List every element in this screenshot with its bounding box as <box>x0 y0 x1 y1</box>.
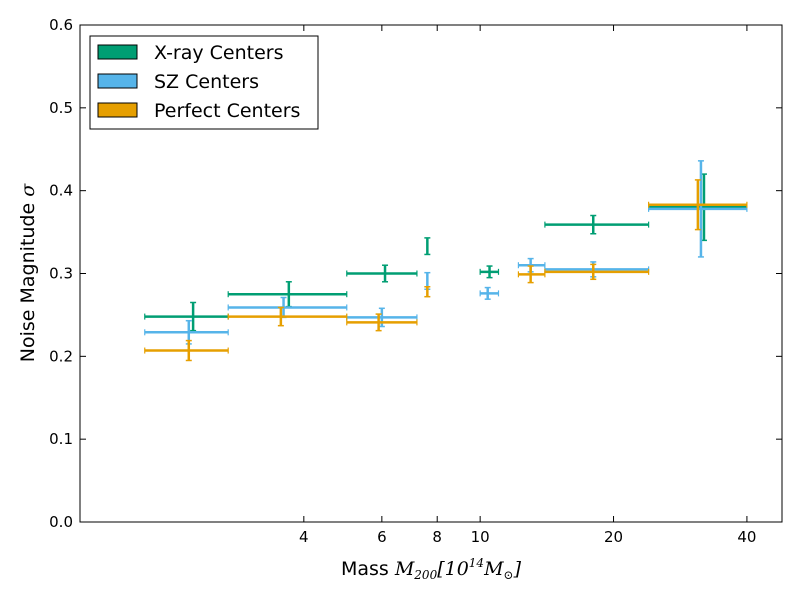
series-perfect-centers <box>144 179 748 362</box>
y-tick-label: 0.4 <box>49 182 73 200</box>
x-axis-label-bracket-open: [10 <box>437 558 469 580</box>
x-axis-label-symbol-2: M <box>483 558 504 580</box>
y-tick-label: 0.1 <box>49 430 73 448</box>
legend-swatch <box>97 73 138 89</box>
x-tick-label: 10 <box>471 528 490 546</box>
data-point <box>227 306 348 327</box>
data-point <box>424 237 431 256</box>
data-point <box>346 313 418 332</box>
x-tick-label: 6 <box>377 528 387 546</box>
data-point <box>479 286 500 300</box>
y-tick-label: 0.3 <box>49 265 73 283</box>
x-axis-label-prefix: Mass <box>341 558 395 580</box>
x-axis-label-bracket-close: ] <box>513 558 522 580</box>
data-point <box>544 214 650 235</box>
legend-items: X-ray Centers SZ Centers Perfect Centers <box>97 42 300 122</box>
data-point <box>144 339 229 362</box>
y-tick-label: 0.5 <box>49 99 73 117</box>
data-point <box>479 265 500 279</box>
legend-swatch <box>97 102 138 118</box>
legend-swatch <box>97 44 138 60</box>
y-tick-label: 0.6 <box>49 16 73 34</box>
x-axis-label-subscript: 200 <box>413 568 437 582</box>
data-point <box>648 179 748 231</box>
legend-label: X-ray Centers <box>154 42 284 64</box>
legend: X-ray Centers SZ Centers Perfect Centers <box>89 35 319 130</box>
data-point <box>517 265 546 284</box>
x-axis-label-subscript-2: ⊙ <box>504 568 514 582</box>
x-axis-ticks: 4 6 8 10 20 40 <box>299 25 756 546</box>
y-tick-label: 0.0 <box>49 513 73 531</box>
y-axis-ticks: 0.0 0.1 0.2 0.3 0.4 0.5 0.6 <box>49 16 782 531</box>
data-point <box>346 264 418 283</box>
y-axis-label: Noise Magnitude σ <box>17 183 39 362</box>
y-axis-label-prefix: Noise Magnitude <box>17 197 39 362</box>
y-axis-label-symbol: σ <box>17 183 39 197</box>
x-axis-label-superscript: 14 <box>469 556 484 570</box>
y-tick-label: 0.2 <box>49 347 73 365</box>
x-tick-label: 40 <box>737 528 756 546</box>
x-axis-label-symbol: M <box>394 558 415 580</box>
x-tick-label: 4 <box>299 528 309 546</box>
legend-label: Perfect Centers <box>154 100 300 122</box>
x-tick-label: 8 <box>432 528 442 546</box>
x-axis-label: Mass M200[1014M⊙] <box>341 556 522 582</box>
data-point <box>424 286 431 298</box>
chart-marks <box>144 160 748 362</box>
x-tick-label: 20 <box>604 528 623 546</box>
legend-label: SZ Centers <box>154 71 259 93</box>
data-point <box>544 263 650 281</box>
